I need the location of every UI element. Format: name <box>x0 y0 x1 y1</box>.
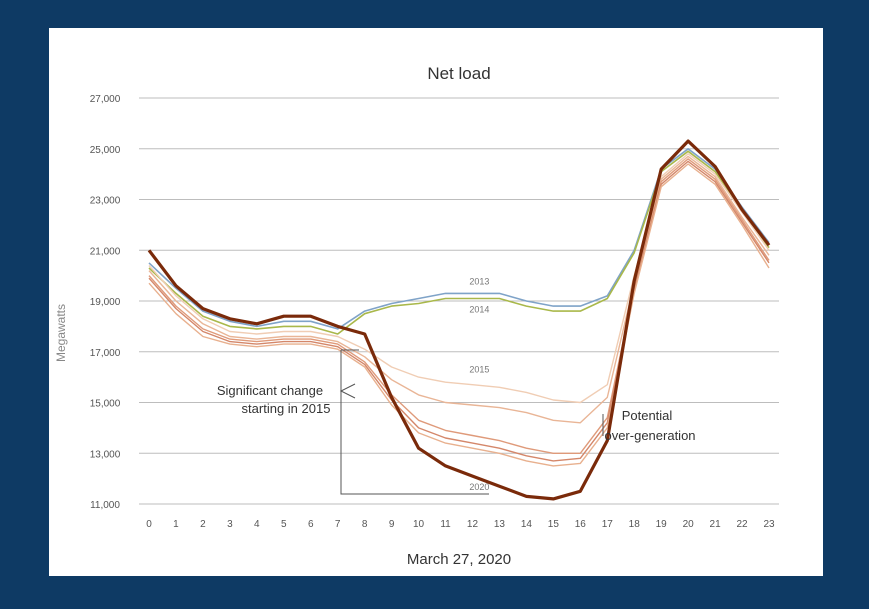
x-axis-label: March 27, 2020 <box>407 551 511 568</box>
x-tick-label: 10 <box>413 519 425 530</box>
x-tick-label: 1 <box>173 519 179 530</box>
annotation-arrow <box>339 383 356 399</box>
series-label-2013: 2013 <box>469 276 489 286</box>
series-line-band-5 <box>148 160 770 462</box>
x-tick-label: 14 <box>521 519 533 530</box>
x-tick-label: 16 <box>575 519 587 530</box>
y-tick-label: 11,000 <box>90 500 120 511</box>
x-tick-label: 7 <box>335 519 341 530</box>
y-tick-label: 19,000 <box>90 297 121 308</box>
x-tick-label: 0 <box>146 519 152 530</box>
series-line-2013 <box>148 148 770 330</box>
annotation-bracket <box>340 350 489 495</box>
y-tick-label: 27,000 <box>90 94 121 105</box>
net-load-chart: 27,000 25,000 23,000 21,000 19,000 17,000 15,0… <box>54 64 779 568</box>
x-tick-label: 9 <box>389 519 395 530</box>
x-axis-ticks: 0 1 2 3 4 5 6 7 8 9 10 11 12 13 14 15 16 17 18 19 20 21 22 23 <box>146 519 775 530</box>
series-line-band-6 <box>148 163 770 467</box>
chart-panel: 27,000 25,000 23,000 21,000 19,000 17,000 15,0… <box>49 28 823 576</box>
series-label-2014: 2014 <box>469 304 489 314</box>
x-tick-label: 21 <box>710 519 722 530</box>
y-axis-label: Megawatts <box>54 304 68 362</box>
chart-title: Net load <box>427 64 490 83</box>
x-tick-label: 23 <box>763 519 775 530</box>
annotation-significant-change-line2: starting in 2015 <box>242 401 331 416</box>
x-tick-label: 20 <box>683 519 695 530</box>
series-lines <box>147 139 771 501</box>
series-line-2015 <box>148 153 770 404</box>
y-axis-ticks: 27,000 25,000 23,000 21,000 19,000 17,000 15,0… <box>90 94 121 511</box>
y-tick-label: 13,000 <box>90 449 121 460</box>
annotations: Significant change starting in 2015 Pote… <box>217 349 696 495</box>
series-label-2020: 2020 <box>469 482 489 492</box>
series-line-band-4 <box>148 158 770 454</box>
series-labels: 2013 2014 2015 2020 <box>469 276 489 492</box>
series-line-2014 <box>148 150 770 335</box>
y-tick-label: 23,000 <box>90 196 121 207</box>
x-tick-label: 6 <box>308 519 314 530</box>
x-tick-label: 8 <box>362 519 368 530</box>
gridlines <box>139 97 779 505</box>
series-label-2015: 2015 <box>469 365 489 375</box>
y-tick-label: 15,000 <box>90 399 121 410</box>
x-tick-label: 13 <box>494 519 506 530</box>
x-tick-label: 11 <box>440 519 451 530</box>
y-tick-label: 21,000 <box>90 246 121 257</box>
y-tick-label: 17,000 <box>90 348 121 359</box>
annotation-overgeneration-line1: Potential <box>622 408 673 423</box>
x-tick-label: 18 <box>629 519 641 530</box>
x-tick-label: 15 <box>548 519 560 530</box>
series-line-band-3 <box>148 155 770 424</box>
x-tick-label: 3 <box>227 519 233 530</box>
x-tick-label: 4 <box>254 519 260 530</box>
x-tick-label: 17 <box>602 519 614 530</box>
x-tick-label: 5 <box>281 519 287 530</box>
x-tick-label: 12 <box>467 519 479 530</box>
annotation-significant-change-line1: Significant change <box>217 383 323 398</box>
annotation-overgeneration-line2: over-generation <box>604 428 695 443</box>
x-tick-label: 2 <box>200 519 206 530</box>
x-tick-label: 19 <box>656 519 668 530</box>
series-line-2020 <box>147 139 771 501</box>
y-tick-label: 25,000 <box>90 145 121 156</box>
x-tick-label: 22 <box>736 519 748 530</box>
